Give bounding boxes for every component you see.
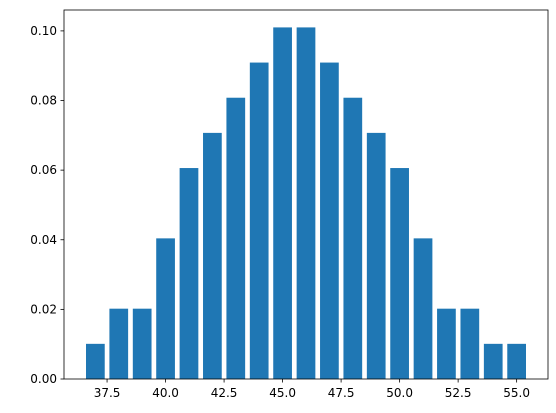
bar — [226, 97, 246, 380]
bar — [273, 27, 292, 379]
x-tick-label: 50.0 — [386, 386, 413, 400]
bar — [343, 97, 363, 380]
plot-frame — [63, 9, 549, 380]
y-tick-label: 0.00 — [30, 372, 57, 386]
bar — [132, 308, 152, 379]
x-tick-label: 47.5 — [328, 386, 355, 400]
bar — [460, 308, 480, 379]
x-tick-label: 37.5 — [94, 386, 121, 400]
bar — [413, 238, 433, 379]
bar — [507, 343, 526, 379]
x-tick-label: 40.0 — [152, 386, 179, 400]
x-tick-label: 45.0 — [269, 386, 296, 400]
y-tick-label: 0.08 — [30, 94, 57, 108]
bar — [296, 27, 316, 379]
bar — [390, 168, 409, 379]
y-tick-label: 0.06 — [30, 163, 57, 177]
bar — [320, 62, 339, 379]
x-tick-label: 52.5 — [445, 386, 472, 400]
bar — [249, 62, 269, 379]
x-tick-label: 55.0 — [503, 386, 530, 400]
y-tick-label: 0.02 — [30, 302, 57, 316]
bar — [156, 238, 175, 379]
bar — [109, 308, 129, 379]
bar — [437, 308, 456, 379]
y-tick-label: 0.04 — [30, 233, 57, 247]
bar — [86, 343, 105, 379]
bar — [366, 132, 386, 379]
bar — [483, 343, 503, 379]
x-tick-label: 42.5 — [211, 386, 238, 400]
bar — [203, 132, 222, 379]
bar — [179, 168, 199, 379]
y-tick-label: 0.10 — [30, 24, 57, 38]
